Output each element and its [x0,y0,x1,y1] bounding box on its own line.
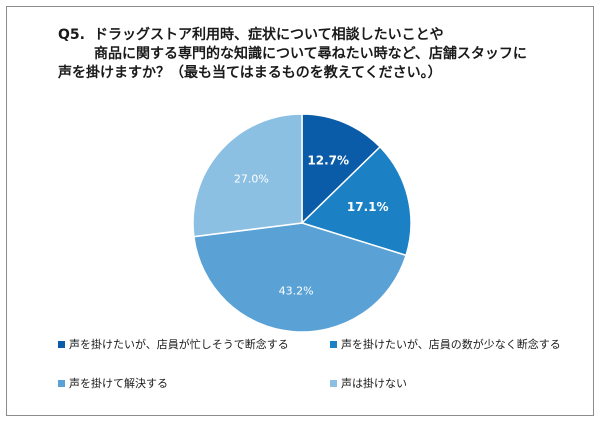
slice-data-label-1: 12.7% [307,154,349,168]
pie-slice-3 [193,222,408,333]
slice-data-label-4: 27.0% [234,172,269,185]
pie-slice-2 [300,145,412,257]
title-line-3: 声を掛けますか？（最も当てはまるものを教えてください。） [58,65,442,81]
slice-data-label-2: 17.1% [347,200,389,214]
slice-data-label-3: 43.2% [279,284,314,297]
chart-title: Q5. ドラッグストア利用時、症状について相談したいことや 商品に関する専門的な知… [58,26,578,83]
pie-slice-4 [192,113,303,238]
title-line-1: ドラッグストア利用時、症状について相談したいことや [94,27,444,43]
pie-slice-1 [301,113,382,225]
title-line-2: 商品に関する専門的な知識について尋ねたい時など、店舗スタッフに [94,46,527,62]
question-number: Q5. [58,27,85,43]
